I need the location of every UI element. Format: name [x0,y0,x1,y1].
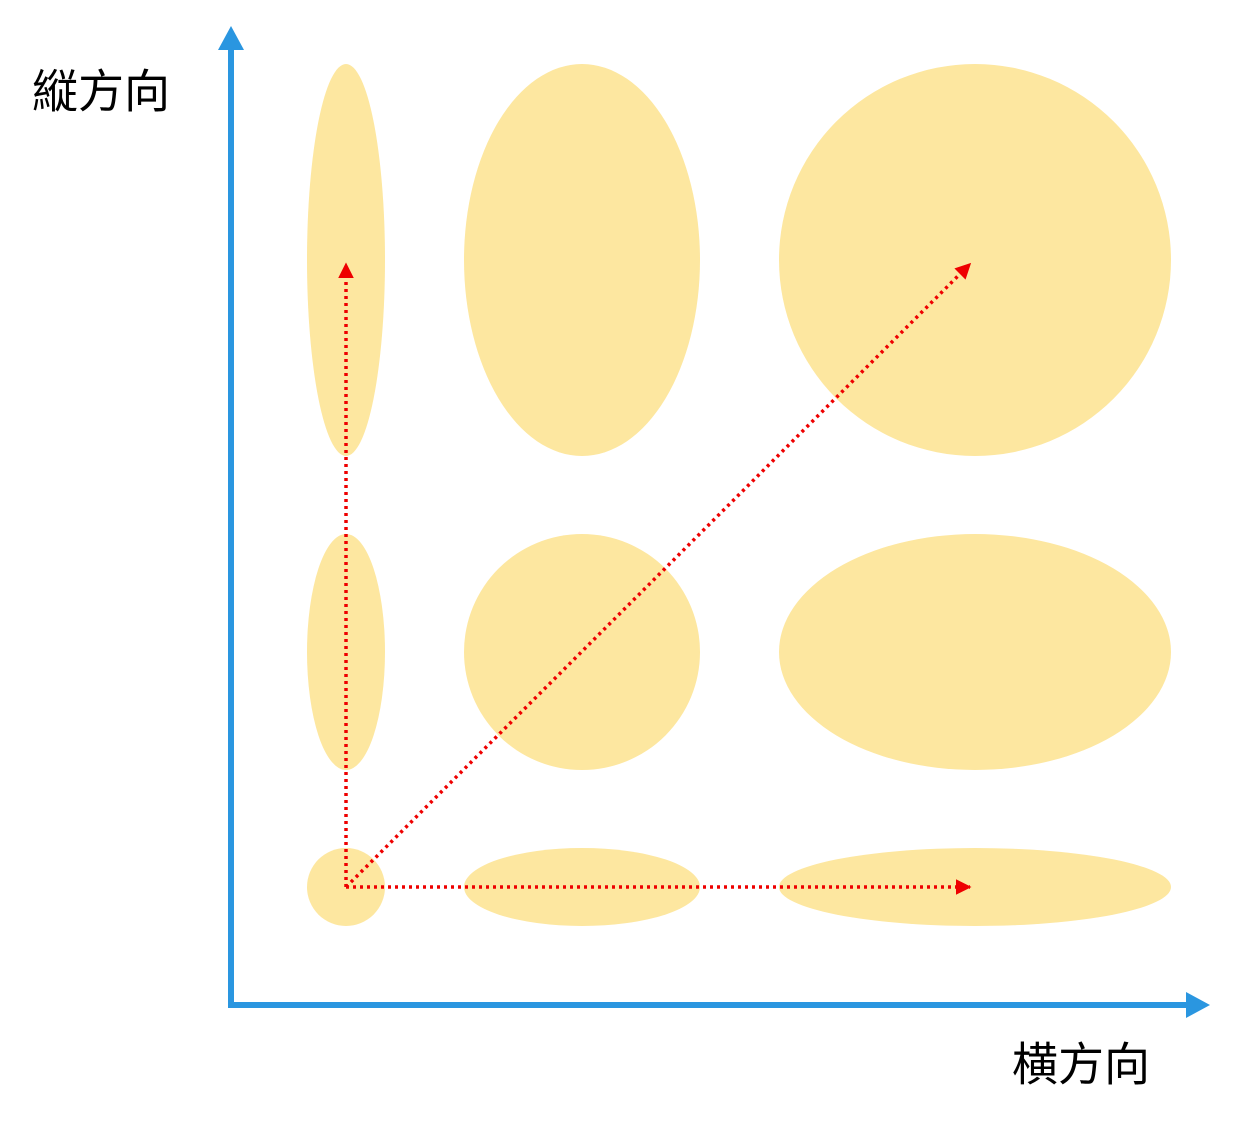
ellipse [464,534,700,770]
shapes [307,64,1171,926]
guides [338,262,972,895]
axis-lines [228,48,1190,1008]
ellipse [779,534,1171,770]
horizontal-label: 横方向 [1012,1038,1150,1092]
ellipse [307,534,385,770]
x-arrowhead [1186,992,1210,1018]
axes [218,26,1210,1018]
ellipse [779,848,1171,926]
vertical-label: 縦方向 [32,65,170,119]
ellipse [464,64,700,456]
ellipse [464,848,700,926]
y-arrowhead [218,26,244,50]
ellipse [307,64,385,456]
